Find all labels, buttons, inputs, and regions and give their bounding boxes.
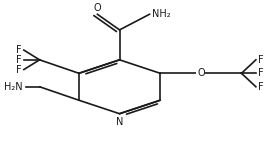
- Text: O: O: [93, 3, 101, 13]
- Text: F: F: [16, 45, 22, 55]
- Text: F: F: [16, 55, 22, 65]
- Text: N: N: [116, 117, 123, 127]
- Text: F: F: [258, 82, 264, 92]
- Text: NH₂: NH₂: [152, 9, 171, 19]
- Text: F: F: [258, 68, 264, 78]
- Text: F: F: [16, 65, 22, 75]
- Text: F: F: [258, 55, 264, 65]
- Text: O: O: [197, 68, 205, 78]
- Text: H₂N: H₂N: [4, 82, 23, 92]
